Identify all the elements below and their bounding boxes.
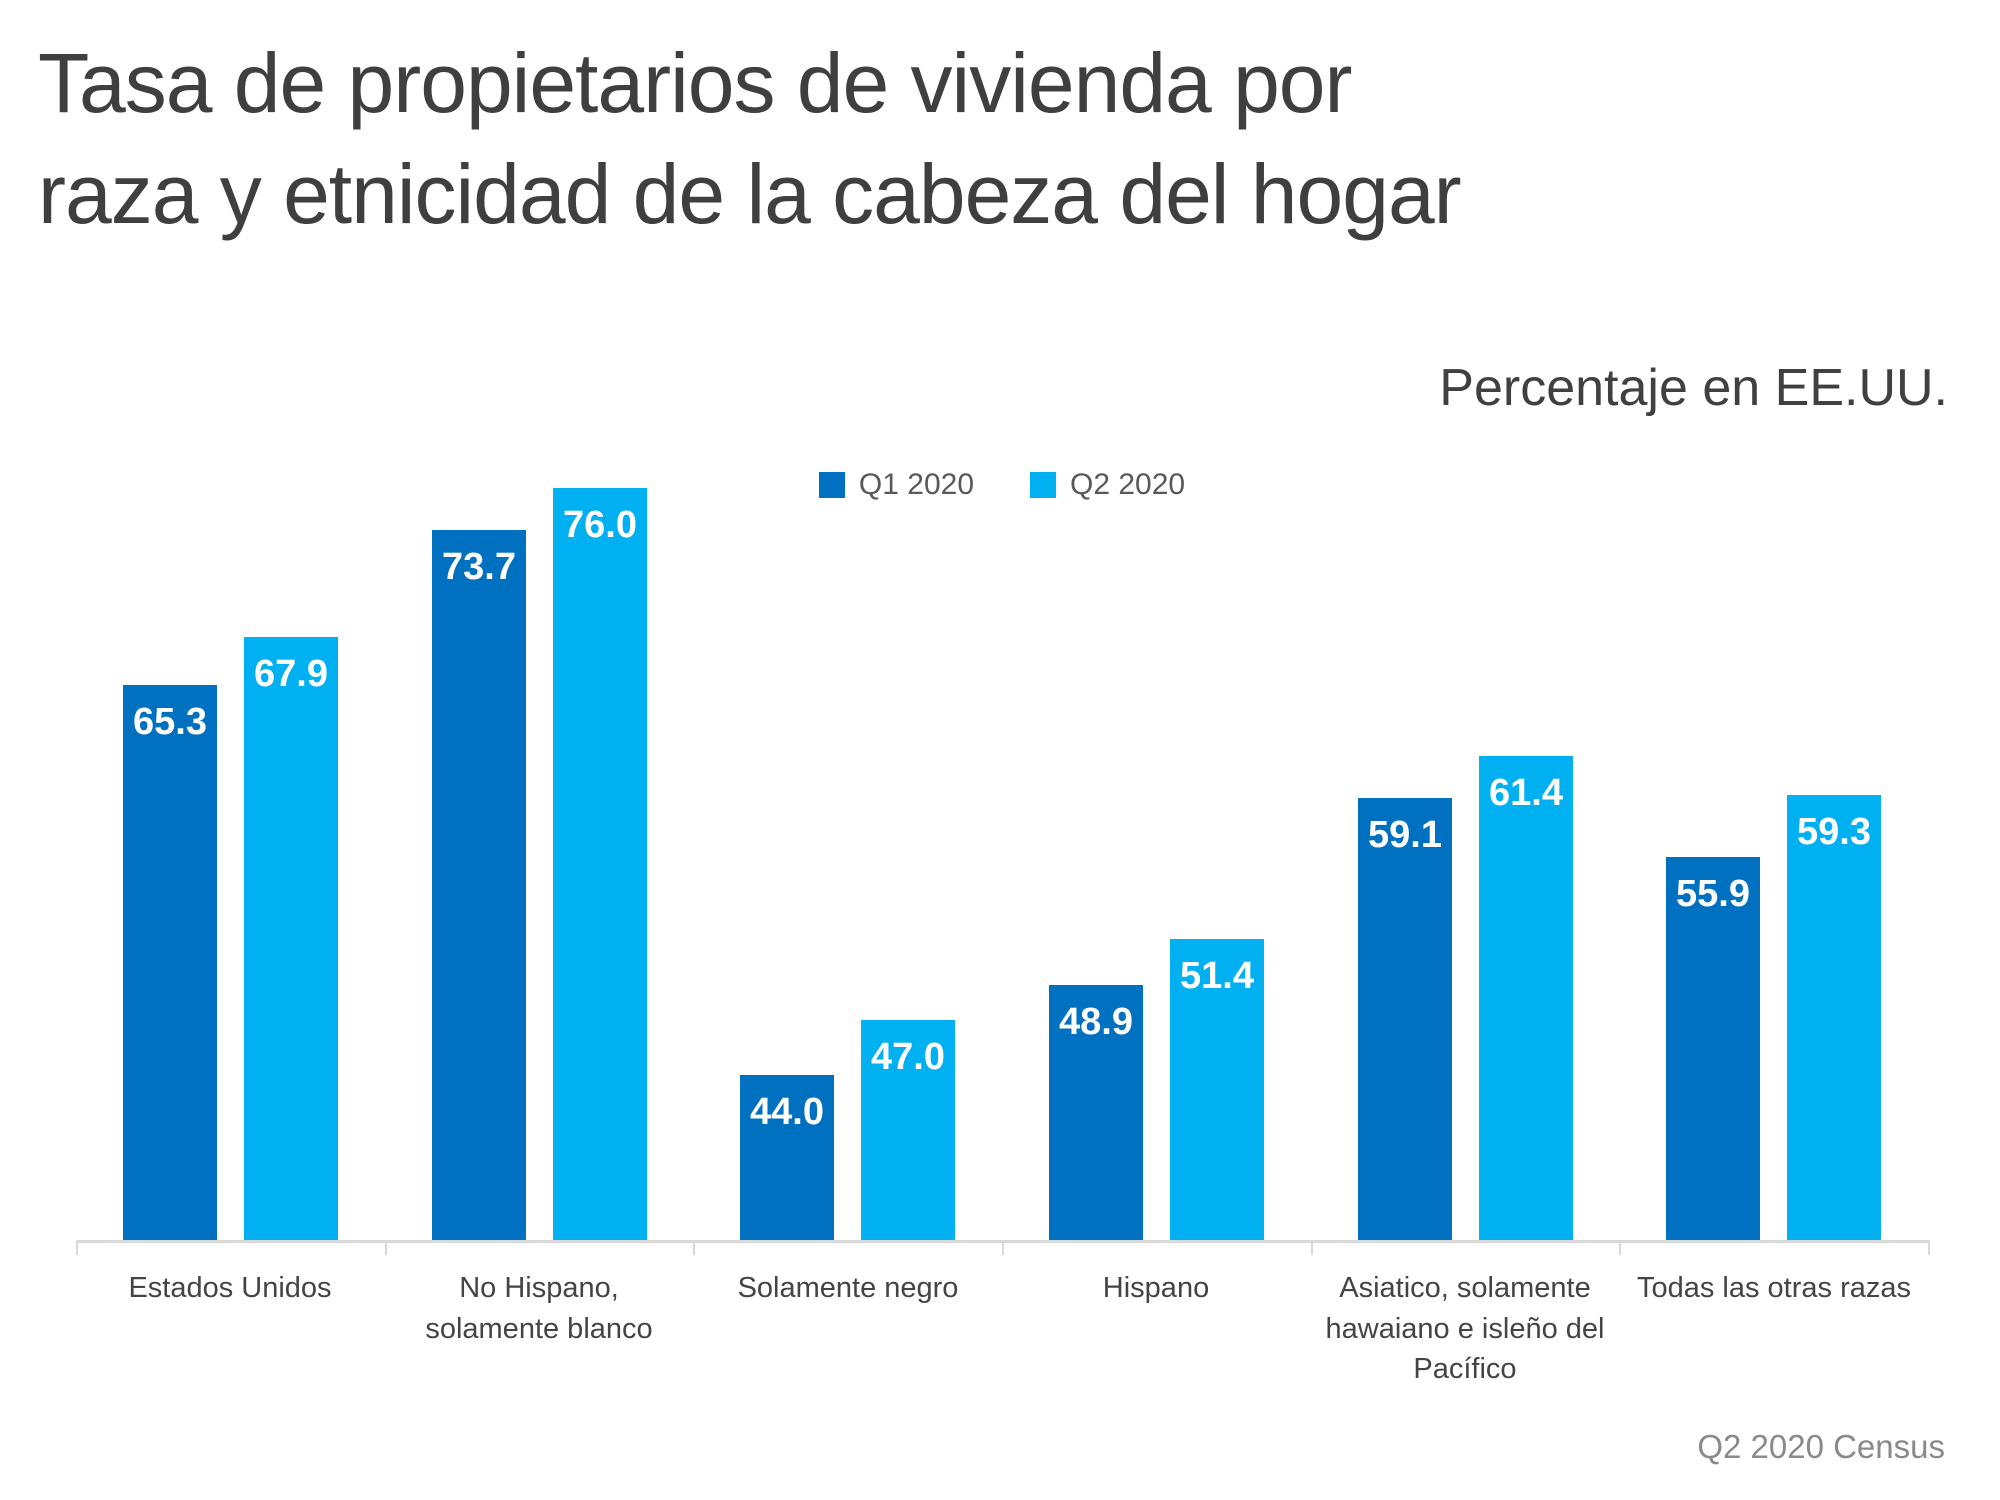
bar-q2-2020: 76.0: [553, 488, 647, 1240]
category-label: Asiatico, solamente hawaiano e isleño de…: [1325, 1272, 1605, 1386]
chart-subtitle: Percentaje en EE.UU.: [1439, 359, 1948, 417]
bar-q1-2020: 44.0: [740, 1075, 834, 1240]
bar-value-label: 44.0: [750, 1091, 824, 1133]
axis-tick: [1928, 1240, 1930, 1255]
category-label: Hispano: [1102, 1272, 1210, 1304]
legend-label: Q2 2020: [1070, 468, 1186, 501]
chart-title: Tasa de propietarios de vivienda por raz…: [38, 36, 1462, 241]
source-note: Q2 2020 Census: [1697, 1428, 1945, 1465]
bar-q1-2020: 73.7: [432, 530, 526, 1240]
bar-q2-2020: 47.0: [861, 1020, 955, 1240]
bar-value-label: 59.3: [1797, 811, 1871, 853]
legend-label: Q1 2020: [858, 468, 974, 501]
category-label: No Hispano, solamente blanco: [425, 1272, 653, 1345]
bar-q1-2020: 48.9: [1049, 985, 1143, 1240]
bar-value-label: 76.0: [563, 504, 637, 546]
axis-tick: [1002, 1240, 1004, 1255]
bar-value-label: 51.4: [1180, 955, 1254, 997]
bar-value-label: 65.3: [133, 701, 207, 743]
legend-swatch-icon: [1030, 472, 1056, 498]
bar-value-label: 67.9: [254, 653, 328, 695]
axis-tick: [1619, 1240, 1621, 1255]
category-label: Solamente negro: [737, 1272, 959, 1304]
bar-q2-2020: 51.4: [1170, 939, 1264, 1240]
axis-tick: [76, 1240, 78, 1255]
legend-item-q2-2020: Q2 2020: [1030, 468, 1185, 502]
bar-q1-2020: 65.3: [123, 685, 217, 1240]
bar-q2-2020: 59.3: [1787, 795, 1881, 1240]
bar-value-label: 61.4: [1489, 772, 1563, 814]
legend-swatch-icon: [818, 472, 845, 498]
axis-tick: [1311, 1240, 1313, 1255]
bar-value-label: 47.0: [871, 1036, 945, 1078]
category-label: Todas las otras razas: [1636, 1272, 1911, 1304]
bar-q1-2020: 59.1: [1358, 798, 1452, 1240]
bar-value-label: 48.9: [1059, 1001, 1133, 1043]
legend-item-q1-2020: Q1 2020: [818, 468, 974, 502]
bar-value-label: 73.7: [442, 546, 516, 588]
bar-q2-2020: 67.9: [244, 637, 338, 1240]
axis-tick: [693, 1240, 695, 1255]
axis-tick: [385, 1240, 387, 1255]
bar-q1-2020: 55.9: [1666, 857, 1760, 1240]
bar-value-label: 55.9: [1676, 873, 1750, 915]
bar-value-label: 59.1: [1368, 814, 1442, 856]
legend: Q1 2020 Q2 2020: [76, 468, 1928, 502]
bar-q2-2020: 61.4: [1479, 756, 1573, 1240]
category-label: Estados Unidos: [128, 1272, 332, 1304]
